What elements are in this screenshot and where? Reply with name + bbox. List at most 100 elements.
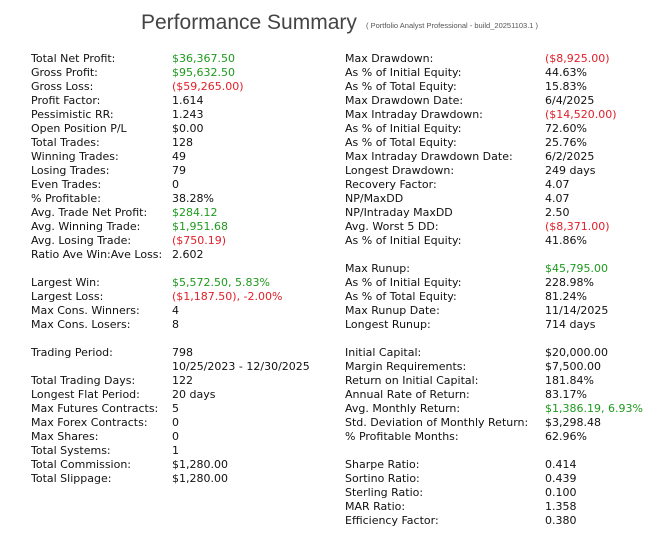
metric-value: 181.84% bbox=[545, 374, 594, 387]
metric-label: Largest Win: bbox=[31, 276, 100, 289]
metric-label: Total Net Profit: bbox=[31, 52, 116, 65]
page-title: Performance Summary bbox=[141, 11, 357, 34]
metric-value: 4.07 bbox=[545, 178, 570, 191]
metric-value: 1.358 bbox=[545, 500, 577, 513]
metric-label: Annual Rate of Return: bbox=[345, 388, 470, 401]
metric-value: 79 bbox=[172, 164, 186, 177]
metric-value: 0 bbox=[172, 178, 179, 191]
metric-label: Margin Requirements: bbox=[345, 360, 467, 373]
metric-value: 6/4/2025 bbox=[545, 94, 595, 107]
metric-value: 10/25/2023 - 12/30/2025 bbox=[172, 360, 310, 373]
metric-label: Recovery Factor: bbox=[345, 178, 437, 191]
metric-label: As % of Total Equity: bbox=[345, 80, 457, 93]
metric-value: $1,280.00 bbox=[172, 458, 228, 471]
metric-label: Avg. Trade Net Profit: bbox=[31, 206, 148, 219]
metric-label: Max Forex Contracts: bbox=[31, 416, 148, 429]
metric-label: Pessimistic RR: bbox=[31, 108, 114, 121]
metric-value: 4.07 bbox=[545, 192, 570, 205]
metric-value: $1,280.00 bbox=[172, 472, 228, 485]
metric-label: Profit Factor: bbox=[31, 94, 101, 107]
metric-label: Avg. Worst 5 DD: bbox=[345, 220, 439, 233]
metric-value: 72.60% bbox=[545, 122, 587, 135]
metric-label: Winning Trades: bbox=[31, 150, 119, 163]
metric-label: Efficiency Factor: bbox=[345, 514, 439, 527]
metric-label: Gross Profit: bbox=[31, 66, 98, 79]
metric-label: Sharpe Ratio: bbox=[345, 458, 420, 471]
metric-label: Sterling Ratio: bbox=[345, 486, 424, 499]
metric-value: 11/14/2025 bbox=[545, 304, 609, 317]
metric-label: As % of Initial Equity: bbox=[345, 276, 462, 289]
metric-value: 1.243 bbox=[172, 108, 204, 121]
metric-label: Longest Runup: bbox=[345, 318, 431, 331]
metric-value: $284.12 bbox=[172, 206, 218, 219]
metric-value: 0 bbox=[172, 416, 179, 429]
metric-value: 1 bbox=[172, 444, 179, 457]
metric-value: 0.414 bbox=[545, 458, 577, 471]
metric-label: Sortino Ratio: bbox=[345, 472, 420, 485]
metric-label: NP/MaxDD bbox=[345, 192, 404, 205]
metric-value: 2.602 bbox=[172, 248, 204, 261]
metric-value: $5,572.50, 5.83% bbox=[172, 276, 270, 289]
metric-label: Max Shares: bbox=[31, 430, 99, 443]
metric-value: 0.380 bbox=[545, 514, 577, 527]
metric-value: 81.24% bbox=[545, 290, 587, 303]
metric-label: Initial Capital: bbox=[345, 346, 422, 359]
metric-label: Max Intraday Drawdown: bbox=[345, 108, 483, 121]
metric-label: Std. Deviation of Monthly Return: bbox=[345, 416, 529, 429]
metric-label: Total Trading Days: bbox=[31, 374, 136, 387]
metric-label: % Profitable: bbox=[31, 192, 101, 205]
metric-value: ($8,925.00) bbox=[545, 52, 610, 65]
metric-label: As % of Initial Equity: bbox=[345, 66, 462, 79]
metric-value: 8 bbox=[172, 318, 179, 331]
metric-label: Gross Loss: bbox=[31, 80, 94, 93]
metric-label: Max Cons. Losers: bbox=[31, 318, 131, 331]
metric-label: Losing Trades: bbox=[31, 164, 110, 177]
metric-label: Max Cons. Winners: bbox=[31, 304, 140, 317]
metric-value: 0.439 bbox=[545, 472, 577, 485]
metric-value: 0.100 bbox=[545, 486, 577, 499]
metric-value: $95,632.50 bbox=[172, 66, 235, 79]
metric-label: Trading Period: bbox=[31, 346, 113, 359]
metric-value: 714 days bbox=[545, 318, 596, 331]
metric-value: 20 days bbox=[172, 388, 216, 401]
metric-value: 83.17% bbox=[545, 388, 587, 401]
metric-value: $36,367.50 bbox=[172, 52, 235, 65]
metric-label: Avg. Winning Trade: bbox=[31, 220, 141, 233]
metric-label: As % of Initial Equity: bbox=[345, 122, 462, 135]
metric-label: As % of Initial Equity: bbox=[345, 234, 462, 247]
metric-value: ($8,371.00) bbox=[545, 220, 610, 233]
metric-value: 798 bbox=[172, 346, 193, 359]
metric-value: 0 bbox=[172, 430, 179, 443]
metric-label: Total Slippage: bbox=[31, 472, 112, 485]
metric-value: ($59,265.00) bbox=[172, 80, 244, 93]
metric-value: 44.63% bbox=[545, 66, 587, 79]
metric-value: $20,000.00 bbox=[545, 346, 608, 359]
metric-value: 249 days bbox=[545, 164, 596, 177]
metric-value: 62.96% bbox=[545, 430, 587, 443]
metric-label: Avg. Monthly Return: bbox=[345, 402, 461, 415]
metric-label: Longest Flat Period: bbox=[31, 388, 140, 401]
metric-value: ($14,520.00) bbox=[545, 108, 617, 121]
metric-value: 2.50 bbox=[545, 206, 570, 219]
metric-label: Ratio Ave Win:Ave Loss: bbox=[31, 248, 163, 261]
metric-value: $45,795.00 bbox=[545, 262, 608, 275]
metric-label: Total Trades: bbox=[31, 136, 100, 149]
metric-value: 4 bbox=[172, 304, 179, 317]
metric-value: $1,951.68 bbox=[172, 220, 228, 233]
metric-value: 25.76% bbox=[545, 136, 587, 149]
metric-label: Max Runup Date: bbox=[345, 304, 440, 317]
metric-label: Return on Initial Capital: bbox=[345, 374, 479, 387]
metric-value: $1,386.19, 6.93% bbox=[545, 402, 643, 415]
metric-label: Largest Loss: bbox=[31, 290, 104, 303]
metric-value: 15.83% bbox=[545, 80, 587, 93]
metric-label: Max Futures Contracts: bbox=[31, 402, 159, 415]
metric-value: 1.614 bbox=[172, 94, 204, 107]
metric-value: $7,500.00 bbox=[545, 360, 601, 373]
metric-value: 6/2/2025 bbox=[545, 150, 595, 163]
metric-label: Max Runup: bbox=[345, 262, 410, 275]
metric-value: 41.86% bbox=[545, 234, 587, 247]
metric-value: ($1,187.50), -2.00% bbox=[172, 290, 283, 303]
metric-value: 38.28% bbox=[172, 192, 214, 205]
metric-value: $3,298.48 bbox=[545, 416, 601, 429]
metric-value: 122 bbox=[172, 374, 193, 387]
